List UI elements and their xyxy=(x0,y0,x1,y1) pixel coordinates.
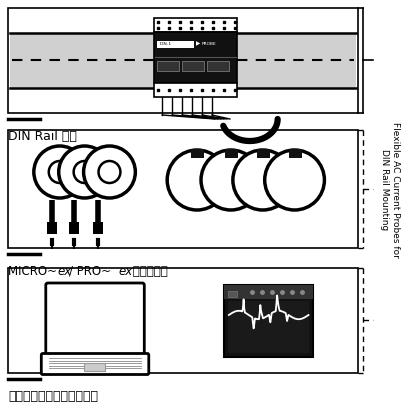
Circle shape xyxy=(83,146,135,198)
Bar xyxy=(223,285,313,357)
Bar xyxy=(157,61,179,71)
Circle shape xyxy=(200,150,260,210)
FancyBboxPatch shape xyxy=(46,283,144,355)
Circle shape xyxy=(34,146,85,198)
Bar xyxy=(10,33,355,88)
FancyBboxPatch shape xyxy=(41,353,148,375)
Bar xyxy=(227,301,309,353)
Circle shape xyxy=(49,161,71,183)
Text: ex: ex xyxy=(118,265,132,278)
Text: / PRO~: / PRO~ xyxy=(69,265,118,278)
Text: ▶: ▶ xyxy=(196,42,200,47)
Circle shape xyxy=(264,150,324,210)
Text: 三相或四相: 三相或四相 xyxy=(129,265,168,278)
Circle shape xyxy=(98,161,120,183)
Text: ex: ex xyxy=(58,265,72,278)
Bar xyxy=(256,149,269,158)
Text: 显示，存储或数据记录装置: 显示，存储或数据记录装置 xyxy=(8,390,98,403)
Text: MICRO~: MICRO~ xyxy=(8,265,64,278)
Bar xyxy=(8,130,357,248)
Bar xyxy=(92,222,102,234)
Circle shape xyxy=(167,150,226,210)
Bar xyxy=(223,285,313,299)
Bar xyxy=(157,41,194,48)
Circle shape xyxy=(232,150,292,210)
Bar xyxy=(69,222,79,234)
Bar xyxy=(47,222,57,234)
Text: DIN Rail 外壳: DIN Rail 外壳 xyxy=(8,130,77,143)
Bar xyxy=(207,61,228,71)
Text: Flexible AC Current Probes for
DIN Rail Mounting: Flexible AC Current Probes for DIN Rail … xyxy=(379,122,399,258)
Bar xyxy=(182,61,203,71)
Bar xyxy=(83,363,105,371)
Bar xyxy=(227,291,236,297)
Text: DIN-1: DIN-1 xyxy=(159,42,171,46)
Bar xyxy=(224,149,237,158)
Text: PROBE: PROBE xyxy=(202,42,216,46)
Bar xyxy=(190,149,203,158)
Circle shape xyxy=(73,161,95,183)
Bar xyxy=(154,32,236,83)
Bar xyxy=(154,83,236,97)
Bar xyxy=(288,149,301,158)
Bar xyxy=(8,8,357,113)
Bar xyxy=(8,268,357,373)
Circle shape xyxy=(59,146,110,198)
Bar xyxy=(154,18,236,32)
